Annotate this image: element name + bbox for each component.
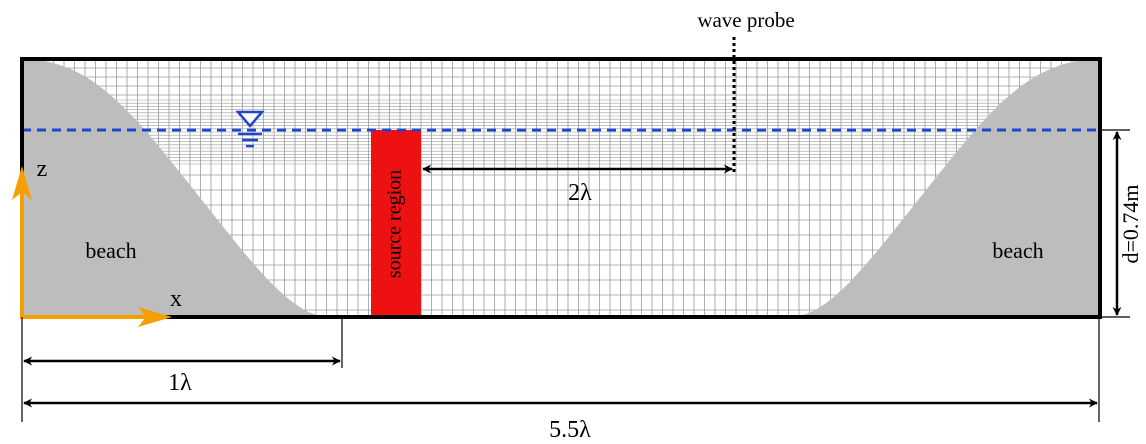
z-axis-label: z	[37, 156, 48, 182]
free-surface-triangle-icon	[235, 110, 265, 148]
source-region-box	[371, 130, 421, 317]
probe-distance-label: 2λ	[568, 180, 592, 206]
depth-label: d=0.74m	[1118, 184, 1143, 263]
total-length-label: 5.5λ	[549, 417, 591, 443]
right-beach-label: beach	[992, 238, 1043, 263]
x-axis-label: x	[170, 286, 182, 312]
left-beach	[22, 59, 330, 317]
coordinate-axes	[12, 166, 172, 327]
one-lambda-label: 1λ	[168, 370, 192, 396]
source-region-label: source region	[384, 170, 406, 278]
right-beach	[790, 59, 1100, 317]
wave-probe-label: wave probe	[697, 8, 794, 32]
left-beach-label: beach	[85, 238, 136, 263]
